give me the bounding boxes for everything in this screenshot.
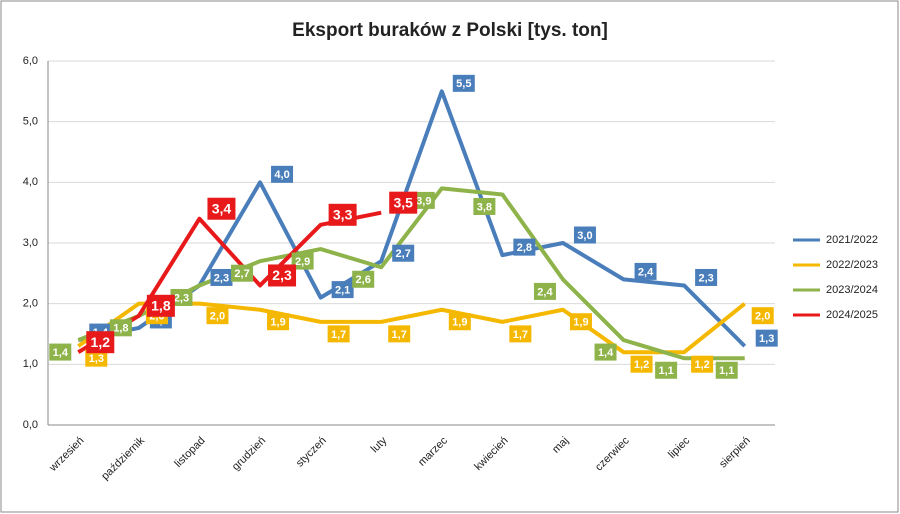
value-label-box <box>691 355 714 373</box>
value-label-box <box>327 325 350 343</box>
value-label-box <box>352 270 375 288</box>
value-label-box <box>695 268 718 286</box>
value-label-box <box>533 282 556 300</box>
value-label: 1,9 <box>452 317 467 329</box>
value-label-box <box>715 361 738 379</box>
value-label: 2,1 <box>335 285 350 297</box>
value-label: 1,2 <box>634 359 649 371</box>
value-label: 3,5 <box>393 194 413 210</box>
value-label: 1,8 <box>151 298 171 314</box>
value-label-box <box>206 307 229 325</box>
value-label-box <box>291 252 314 270</box>
value-label: 2,3 <box>214 272 229 284</box>
value-label: 5,5 <box>456 78 471 90</box>
value-label: 2,7 <box>396 248 411 260</box>
value-label: 1,3 <box>89 353 104 365</box>
value-label-box <box>751 307 774 325</box>
value-label-box <box>268 264 297 287</box>
value-label: 3,0 <box>577 230 592 242</box>
legend-label: 2021/2022 <box>826 234 878 246</box>
value-label-box <box>755 329 778 347</box>
value-label-box <box>412 191 435 209</box>
value-label: 3,3 <box>333 207 353 223</box>
legend-label: 2024/2025 <box>826 309 878 321</box>
value-label-box <box>210 268 233 286</box>
value-label-box <box>231 264 254 282</box>
value-label-box <box>109 319 132 337</box>
value-label: 2,9 <box>295 256 310 268</box>
chart-title: Eksport buraków z Polski [tys. ton] <box>292 20 608 41</box>
value-label: 1,7 <box>513 329 528 341</box>
value-label-box <box>170 288 193 306</box>
value-label: 1,7 <box>331 329 346 341</box>
value-label-box <box>569 313 592 331</box>
value-label-box <box>630 355 653 373</box>
value-label-box <box>328 203 357 226</box>
value-label: 2,3 <box>272 267 292 283</box>
value-label-box <box>85 349 108 367</box>
value-label: 3,8 <box>477 201 492 213</box>
value-label: 3,9 <box>416 195 431 207</box>
value-label-box <box>509 325 532 343</box>
y-tick-label: 4,0 <box>23 176 38 188</box>
value-label: 4,0 <box>274 169 289 181</box>
value-label: 2,3 <box>698 272 713 284</box>
value-label: 1,2 <box>694 359 709 371</box>
legend-label: 2022/2023 <box>826 259 878 271</box>
value-label-box <box>388 325 411 343</box>
value-label-box <box>267 313 290 331</box>
value-label-box <box>49 343 72 361</box>
value-label: 3,4 <box>212 200 232 216</box>
value-label-box <box>271 165 294 183</box>
value-label: 1,3 <box>759 333 774 345</box>
legend-label: 2023/2024 <box>826 284 878 296</box>
value-label: 2,8 <box>517 242 532 254</box>
y-tick-label: 5,0 <box>23 116 38 128</box>
value-label-box <box>146 294 175 317</box>
value-label-box <box>86 331 115 354</box>
value-label: 1,1 <box>719 365 734 377</box>
value-label-box <box>392 244 415 262</box>
value-label: 2,7 <box>234 268 249 280</box>
value-label-box <box>655 361 678 379</box>
value-label-box <box>452 74 475 92</box>
value-label-box <box>448 313 471 331</box>
value-label: 2,0 <box>210 311 225 323</box>
y-tick-label: 6,0 <box>23 55 38 67</box>
value-label-box <box>634 262 657 280</box>
value-label: 2,6 <box>356 274 371 286</box>
y-tick-label: 3,0 <box>23 237 38 249</box>
value-label: 1,9 <box>573 317 588 329</box>
y-tick-label: 2,0 <box>23 298 38 310</box>
value-label-box <box>473 197 496 215</box>
value-label-box <box>513 238 536 256</box>
value-label: 1,9 <box>270 317 285 329</box>
value-label: 1,1 <box>658 365 673 377</box>
value-label: 1,4 <box>53 347 69 359</box>
value-label: 2,4 <box>638 266 654 278</box>
y-tick-label: 1,0 <box>23 358 38 370</box>
value-label-box <box>207 197 236 220</box>
value-label: 1,7 <box>392 329 407 341</box>
value-label-box <box>594 343 617 361</box>
value-label: 1,2 <box>91 334 111 350</box>
value-label-box <box>573 226 596 244</box>
value-label: 2,0 <box>755 311 770 323</box>
value-label-box <box>331 281 354 299</box>
value-label: 2,4 <box>537 286 553 298</box>
value-label: 1,8 <box>113 323 128 335</box>
value-label: 1,4 <box>598 347 614 359</box>
value-label-box <box>389 191 418 214</box>
value-label: 2,3 <box>174 292 189 304</box>
y-tick-label: 0,0 <box>23 419 38 431</box>
